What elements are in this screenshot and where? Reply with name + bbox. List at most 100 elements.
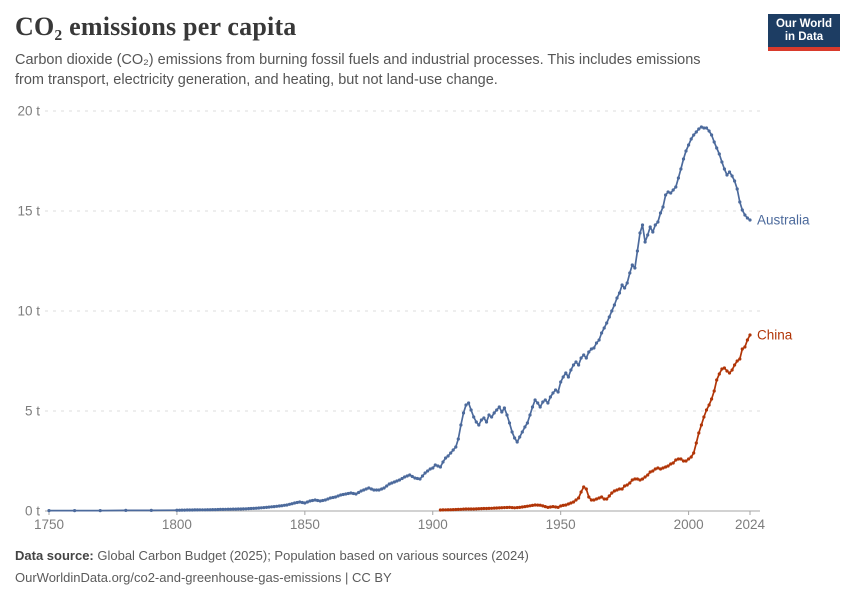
china-data-point[interactable]	[484, 506, 489, 511]
australia-data-point[interactable]	[602, 326, 606, 330]
china-end-label[interactable]: China	[757, 328, 793, 343]
china-data-point[interactable]	[653, 467, 657, 471]
australia-data-point[interactable]	[482, 416, 486, 420]
australia-data-point[interactable]	[339, 493, 343, 497]
australia-data-point[interactable]	[259, 506, 263, 510]
australia-data-point[interactable]	[303, 501, 307, 505]
china-data-point[interactable]	[722, 366, 727, 370]
australia-data-point[interactable]	[640, 223, 645, 227]
china-data-point[interactable]	[513, 506, 517, 510]
australia-data-point[interactable]	[520, 430, 524, 434]
australia-data-point[interactable]	[400, 476, 404, 481]
australia-data-point[interactable]	[298, 500, 302, 504]
australia-data-point[interactable]	[247, 507, 251, 511]
australia-data-point[interactable]	[336, 494, 340, 498]
australia-data-point[interactable]	[479, 418, 483, 422]
china-data-point[interactable]	[459, 507, 463, 511]
china-data-point[interactable]	[612, 489, 617, 493]
australia-data-point[interactable]	[495, 408, 499, 412]
china-data-point[interactable]	[623, 484, 627, 488]
australia-data-point[interactable]	[607, 315, 611, 319]
australia-data-point[interactable]	[633, 266, 637, 270]
australia-data-point[interactable]	[300, 500, 304, 505]
australia-data-point[interactable]	[369, 487, 373, 491]
china-data-point[interactable]	[541, 504, 545, 508]
china-data-point[interactable]	[699, 423, 704, 427]
china-data-point[interactable]	[474, 507, 478, 511]
australia-data-point[interactable]	[206, 508, 210, 512]
australia-data-point[interactable]	[216, 507, 220, 512]
australia-data-point[interactable]	[433, 463, 437, 467]
china-data-point[interactable]	[679, 457, 683, 461]
china-data-point[interactable]	[658, 467, 663, 471]
australia-data-point[interactable]	[623, 286, 627, 290]
australia-data-point[interactable]	[551, 391, 555, 395]
china-data-point[interactable]	[666, 464, 670, 468]
australia-data-point[interactable]	[669, 191, 673, 195]
australia-data-point[interactable]	[487, 413, 491, 417]
australia-data-point[interactable]	[530, 405, 535, 409]
australia-data-point[interactable]	[380, 487, 384, 491]
australia-data-point[interactable]	[287, 502, 292, 506]
australia-data-point[interactable]	[574, 360, 578, 364]
australia-data-point[interactable]	[382, 486, 386, 490]
australia-data-point[interactable]	[500, 410, 504, 414]
australia-data-point[interactable]	[285, 503, 289, 507]
australia-data-point[interactable]	[175, 508, 179, 512]
australia-data-point[interactable]	[569, 368, 573, 372]
australia-data-point[interactable]	[469, 408, 473, 412]
australia-data-point[interactable]	[236, 507, 240, 511]
australia-data-point[interactable]	[180, 508, 184, 512]
australia-data-point[interactable]	[418, 477, 422, 481]
australia-data-point[interactable]	[177, 508, 182, 512]
australia-data-point[interactable]	[372, 488, 376, 492]
australia-data-point[interactable]	[515, 440, 519, 444]
australia-data-point[interactable]	[195, 508, 199, 512]
china-data-point[interactable]	[571, 500, 576, 504]
australia-data-point[interactable]	[610, 309, 614, 313]
china-data-point[interactable]	[554, 505, 558, 509]
china-data-point[interactable]	[449, 508, 453, 512]
australia-data-point[interactable]	[715, 146, 719, 150]
china-data-point[interactable]	[479, 507, 483, 511]
china-data-point[interactable]	[507, 505, 512, 509]
china-data-point[interactable]	[505, 505, 509, 510]
australia-data-point[interactable]	[333, 495, 338, 499]
australia-data-point[interactable]	[725, 173, 729, 177]
australia-data-point[interactable]	[390, 481, 394, 485]
australia-data-point[interactable]	[612, 303, 617, 307]
australia-data-point[interactable]	[730, 174, 734, 178]
china-data-point[interactable]	[697, 431, 701, 435]
australia-data-point[interactable]	[664, 193, 668, 197]
australia-data-point[interactable]	[362, 488, 366, 492]
australia-data-point[interactable]	[344, 492, 348, 496]
australia-data-point[interactable]	[727, 170, 732, 174]
australia-data-point[interactable]	[467, 401, 471, 405]
china-data-point[interactable]	[646, 473, 650, 477]
australia-series[interactable]: Australia	[47, 125, 810, 513]
china-data-point[interactable]	[702, 415, 706, 419]
australia-data-point[interactable]	[213, 508, 217, 512]
australia-data-point[interactable]	[426, 469, 430, 473]
australia-data-point[interactable]	[594, 341, 599, 345]
australia-data-point[interactable]	[431, 466, 435, 470]
australia-data-point[interactable]	[374, 488, 379, 492]
australia-data-point[interactable]	[735, 187, 739, 191]
australia-data-point[interactable]	[513, 436, 517, 440]
china-data-point[interactable]	[640, 477, 645, 481]
australia-data-point[interactable]	[267, 505, 271, 509]
australia-data-point[interactable]	[617, 291, 622, 295]
citation-link[interactable]: OurWorldinData.org/co2-and-greenhouse-ga…	[15, 570, 392, 585]
australia-data-point[interactable]	[722, 167, 727, 171]
australia-data-point[interactable]	[628, 271, 632, 275]
australia-line[interactable]	[49, 126, 751, 512]
china-data-point[interactable]	[520, 505, 524, 509]
australia-data-point[interactable]	[600, 331, 604, 335]
australia-data-point[interactable]	[275, 504, 279, 508]
china-data-point[interactable]	[671, 461, 675, 465]
china-data-point[interactable]	[689, 455, 693, 459]
australia-data-point[interactable]	[477, 423, 481, 427]
china-data-point[interactable]	[487, 506, 491, 510]
australia-data-point[interactable]	[321, 498, 325, 503]
china-data-point[interactable]	[651, 469, 655, 473]
